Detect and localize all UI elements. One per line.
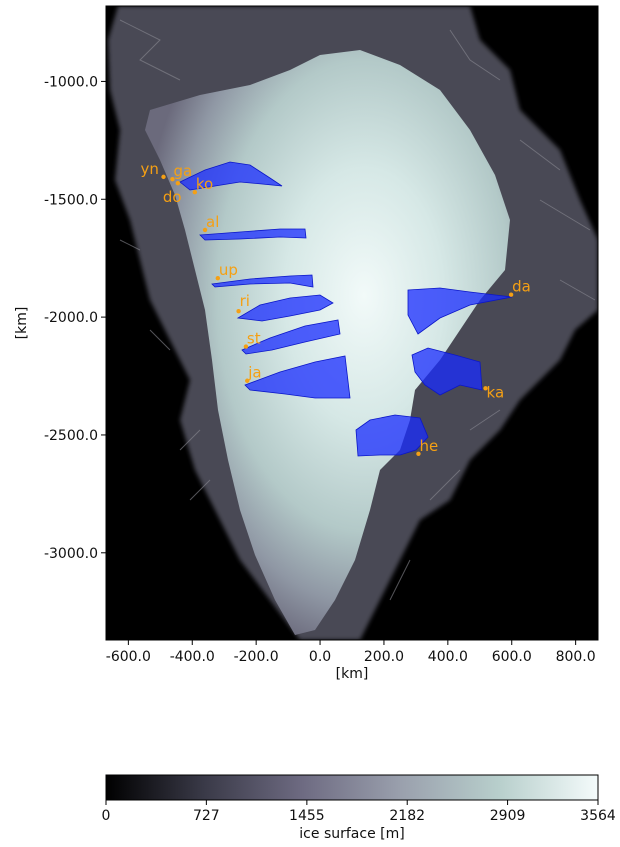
x-tick-label: 800.0 [556,649,596,665]
colorbar-tick-label: 727 [193,808,220,824]
colorbar-ticks: 0 727 1455 2182 2909 3564 [102,800,616,824]
glacier-label-ka: ka [487,383,505,401]
glacier-point-ka [483,386,488,391]
y-axis: -1000.0 -1500.0 -2000.0 -2500.0 -3000.0 [44,74,106,562]
glacier-outline-up [211,274,314,288]
glacier-point-da [508,292,514,297]
colorbar-tick-label: 3564 [580,808,616,824]
glacier-label-ga: ga [173,162,192,180]
y-axis-label: [km] [14,307,30,340]
glacier-point-do [175,181,181,186]
ice-sheet [145,50,510,635]
x-tick-label: -600.0 [106,649,151,665]
colorbar-tick-label: 1455 [289,808,325,824]
colorbar-tick-label: 2182 [389,808,425,824]
colorbar: 0 727 1455 2182 2909 3564 ice surface [m] [102,774,616,842]
glacier-label-do: do [163,188,182,206]
glacier-outline-ka [411,347,483,396]
y-tick-label: -3000.0 [44,546,98,562]
y-tick-label: -2000.0 [44,310,98,326]
colorbar-tick-label: 0 [102,808,111,824]
glacier-outlines [179,161,513,457]
x-axis-label: [km] [336,666,369,682]
glacier-label-ri: ri [240,292,250,310]
x-tick-label: 200.0 [364,649,404,665]
y-tick-label: -1000.0 [44,74,98,90]
x-tick-label: -200.0 [234,649,279,665]
glacier-point-ko [192,189,198,195]
x-tick-label: -400.0 [170,649,215,665]
glacier-point-al [202,227,208,233]
colorbar-gradient [105,774,599,801]
glacier-outline-ri [236,294,334,322]
glacier-point-ri [236,309,241,314]
glacier-label-da: da [512,278,531,296]
y-tick-label: -1500.0 [44,192,98,208]
x-tick-label: 0.0 [309,649,331,665]
x-axis: -600.0 -400.0 -200.0 0.0 200.0 400.0 600.0 800.… [106,640,596,665]
glacier-point-ja [245,378,250,383]
glacier-label-yn: yn [141,160,159,178]
x-tick-label: 600.0 [492,649,532,665]
colorbar-tick-label: 2909 [490,808,526,824]
y-tick-label: -2500.0 [44,428,98,444]
glacier-label-ko: ko [196,175,213,193]
x-tick-label: 400.0 [428,649,468,665]
glacier-label-al: al [206,213,219,231]
axes-frame [105,5,599,641]
map-panel [106,6,598,640]
glacier-point-up [215,276,221,281]
land-texture [119,19,596,601]
glacier-point-ga [170,177,175,182]
glacier-label-ja: ja [247,364,261,382]
glacier-label-up: up [219,261,238,279]
glacier-point-he [416,451,421,457]
glacier-outline-he [355,414,429,457]
glacier-outline-ja [244,355,351,399]
glacier-point-yn [161,174,166,180]
colorbar-label: ice surface [m] [299,826,404,842]
glacier-outline-ko [179,161,283,191]
glacier-outline-al [199,228,307,241]
glacier-label-st: st [247,330,261,348]
glacier-outline-st [241,319,341,355]
glacier-label-he: he [419,437,438,455]
glacier-outline-da [407,287,513,335]
glacier-point-st [243,344,249,349]
